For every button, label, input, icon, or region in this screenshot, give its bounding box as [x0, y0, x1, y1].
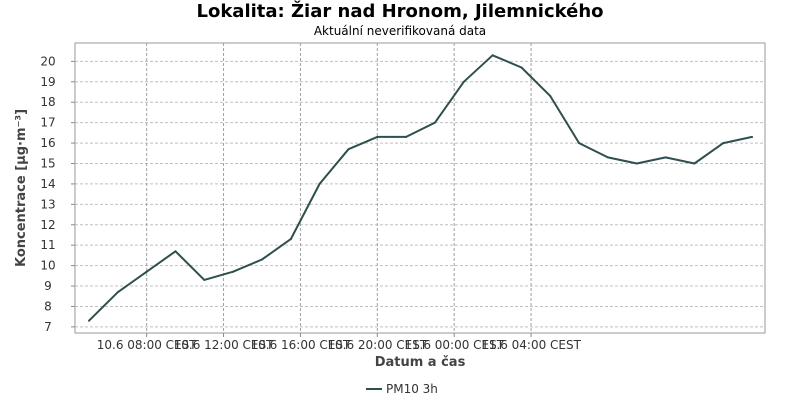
data-point — [520, 66, 523, 69]
data-point — [462, 80, 465, 83]
plot-area — [74, 42, 766, 334]
y-tick-label: 19 — [40, 75, 55, 89]
x-tick-label: 11.6 00:00 CEST — [404, 338, 505, 352]
legend: PM10 3h — [366, 382, 438, 396]
y-tick-label: 12 — [40, 218, 55, 232]
data-point — [405, 135, 408, 138]
y-tick-label: 18 — [40, 95, 55, 109]
y-tick-label: 11 — [40, 238, 55, 252]
data-point — [88, 319, 90, 322]
data-point — [260, 258, 263, 261]
x-tick-label: 10.6 12:00 CEST — [174, 338, 275, 352]
y-tick-label: 7 — [44, 320, 52, 334]
x-tick-label: 10.6 08:00 CEST — [97, 338, 198, 352]
chart-title: Lokalita: Žiar nad Hronom, Jilemnického — [196, 1, 604, 22]
chart-subtitle: Aktuální neverifikovaná data — [313, 24, 487, 38]
y-tick-label: 17 — [40, 116, 55, 130]
y-tick-label: 13 — [40, 197, 55, 211]
data-point — [232, 270, 235, 273]
series-layer — [88, 54, 754, 322]
data-point — [145, 270, 148, 273]
y-tick-label: 10 — [40, 259, 55, 273]
x-tick-label: 11.6 04:00 CEST — [481, 338, 582, 352]
data-point — [606, 156, 609, 159]
data-point — [433, 121, 436, 124]
data-point — [578, 142, 581, 145]
y-tick-label: 16 — [40, 136, 55, 150]
y-tick-label: 8 — [44, 299, 52, 313]
data-point — [549, 95, 552, 98]
y-tick-label: 9 — [44, 279, 52, 293]
data-point — [751, 135, 754, 138]
series-line-pm10 — [88, 54, 753, 322]
x-axis-label: Datum a čas — [375, 355, 466, 370]
data-point — [693, 162, 696, 165]
grid-lines — [75, 43, 765, 333]
data-point — [722, 142, 725, 145]
data-point — [491, 54, 494, 57]
data-point — [318, 182, 321, 185]
data-point — [376, 135, 379, 138]
y-tick-label: 14 — [40, 177, 55, 191]
data-point — [347, 148, 350, 151]
legend-label: PM10 3h — [386, 382, 438, 396]
y-tick-label: 15 — [40, 156, 55, 170]
x-tick-label: 10.6 20:00 CEST — [327, 338, 428, 352]
data-point — [289, 238, 292, 241]
y-axis-label: Koncentrace [µg·m⁻³] — [14, 109, 29, 267]
y-tick-label: 20 — [40, 54, 55, 68]
data-point — [174, 250, 177, 253]
data-point — [203, 278, 206, 281]
y-axis: 7 8 9 10 11 12 13 14 15 16 17 18 19 20 — [40, 54, 75, 334]
x-tick-label: 10.6 16:00 CEST — [250, 338, 351, 352]
data-point — [635, 162, 638, 165]
data-point — [664, 156, 667, 159]
data-point — [116, 291, 119, 294]
